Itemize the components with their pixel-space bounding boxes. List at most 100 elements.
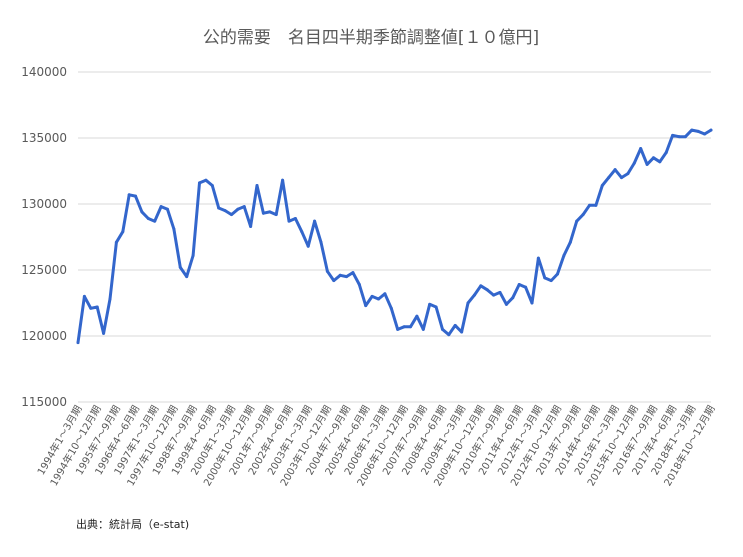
data-point [338,273,342,277]
data-point [600,184,604,188]
data-point [517,283,521,287]
data-point [281,178,285,182]
data-point [127,193,131,197]
data-point [300,230,304,234]
data-point [632,161,636,165]
data-point [242,205,246,209]
data-point [498,290,502,294]
data-point [185,275,189,279]
series [76,128,713,345]
data-point [434,305,438,309]
data-point [575,219,579,223]
data-point [696,129,700,133]
data-point [325,269,329,273]
data-point [159,205,163,209]
data-point [626,172,630,176]
data-point [287,219,291,223]
data-point [651,156,655,160]
y-axis-ticks: 115000 120000 125000 130000 135000 140000 [21,65,67,409]
data-point [479,284,483,288]
data-point [645,162,649,166]
data-point [319,240,323,244]
y-tick-label: 125000 [21,263,67,277]
data-point [709,128,713,132]
data-point [447,333,451,337]
data-point [345,275,349,279]
data-point [357,283,361,287]
data-point [524,285,528,289]
data-point [229,213,233,217]
data-point [261,211,265,215]
data-point [658,160,662,164]
data-point [268,210,272,214]
y-tick-label: 135000 [21,131,67,145]
data-point [140,210,144,214]
data-point [402,325,406,329]
data-point [332,279,336,283]
data-point [377,297,381,301]
data-point [613,168,617,172]
data-point [383,292,387,296]
data-point [639,147,643,151]
data-point [472,293,476,297]
data-point [274,213,278,217]
data-point [460,330,464,334]
data-point [504,302,508,306]
data-point [421,327,425,331]
data-point [146,217,150,221]
data-point [415,314,419,318]
data-point [293,217,297,221]
data-point [389,306,393,310]
data-point [236,207,240,211]
y-tick-label: 140000 [21,65,67,79]
data-point [543,276,547,280]
data-point [153,219,157,223]
data-point [396,327,400,331]
data-point [607,176,611,180]
data-point [671,133,675,137]
data-point [562,253,566,257]
data-point [108,297,112,301]
y-tick-label: 115000 [21,395,67,409]
data-point [581,213,585,217]
data-point [588,203,592,207]
series-line [76,128,713,345]
data-point [178,265,182,269]
data-point [121,230,125,234]
data-point [677,135,681,139]
data-point [690,128,694,132]
data-point [556,272,560,276]
data-point [82,294,86,298]
data-point [594,203,598,207]
data-point [134,194,138,198]
data-point [89,306,93,310]
data-point [351,271,355,275]
data-point [549,279,553,283]
data-point [364,304,368,308]
data-point [485,288,489,292]
data-point [76,341,80,345]
data-point [664,151,668,155]
data-point [172,227,176,231]
x-axis-ticks: 1994年1～3月期1994年10～12月期1995年7～9月期1996年4～6… [34,403,717,488]
data-point [536,256,540,260]
data-point [492,293,496,297]
y-tick-label: 120000 [21,329,67,343]
data-point [217,206,221,210]
y-tick-label: 130000 [21,197,67,211]
data-point [210,184,214,188]
data-point [204,178,208,182]
data-point [703,132,707,136]
data-point [102,331,106,335]
data-point [619,176,623,180]
data-point [306,244,310,248]
data-point [453,323,457,327]
data-point [166,207,170,211]
data-point [370,294,374,298]
data-point [197,181,201,185]
data-point [95,305,99,309]
data-point [440,327,444,331]
data-point [530,301,534,305]
data-point [511,296,515,300]
